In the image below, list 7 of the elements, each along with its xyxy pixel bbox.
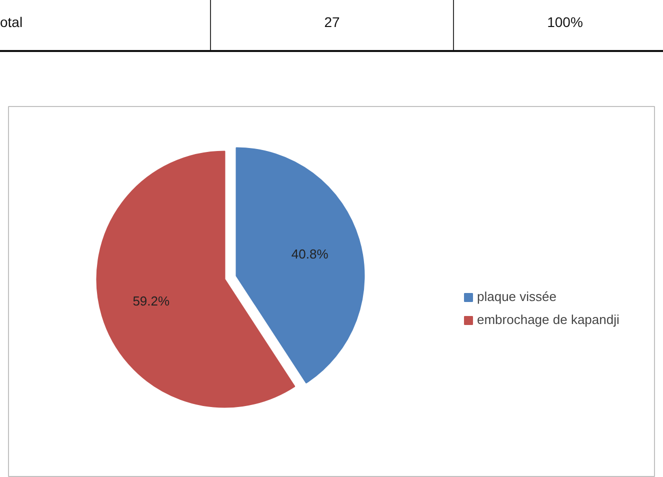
- text: 100%: [546, 13, 584, 32]
- legend-label: embrochage de kapandji: [477, 312, 620, 327]
- text: 27: [323, 13, 341, 32]
- data-label: 59.2%: [132, 294, 170, 309]
- text: otal: [0, 13, 23, 32]
- legend-label: plaque vissée: [477, 289, 556, 304]
- data-label: 40.8%: [291, 246, 329, 262]
